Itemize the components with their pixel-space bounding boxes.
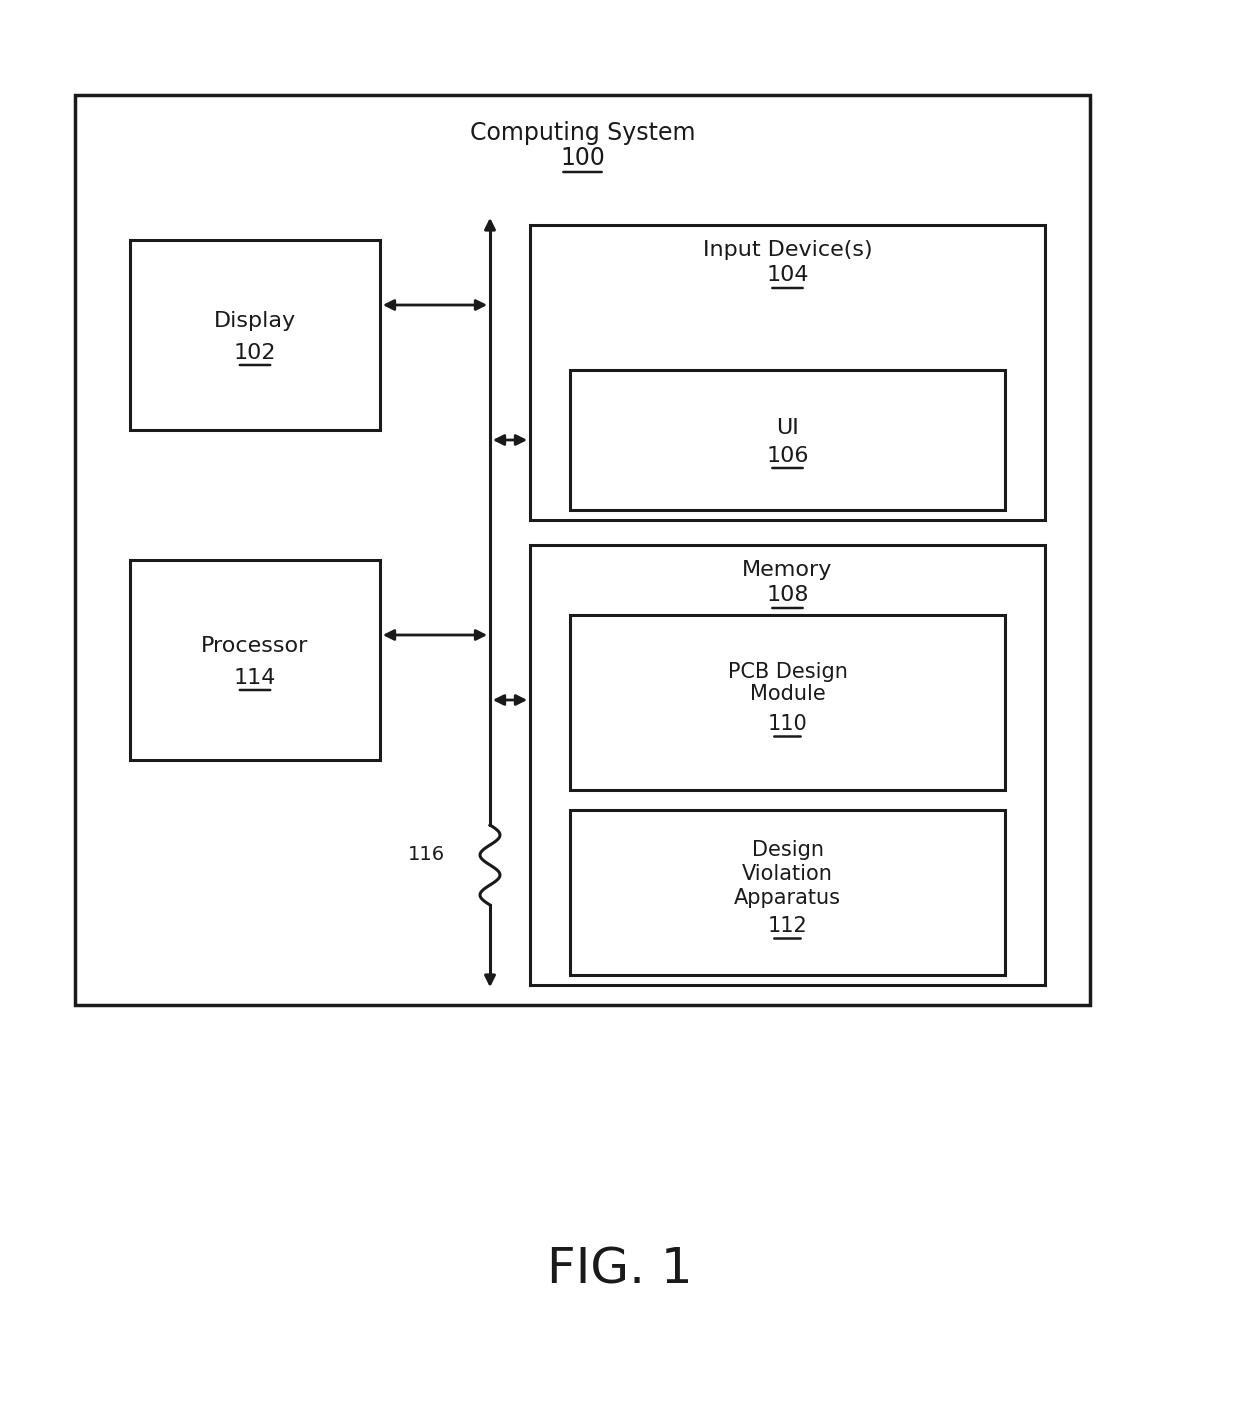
Text: 102: 102 [234, 343, 277, 362]
Bar [570, 615, 1004, 790]
Bar [130, 560, 379, 760]
Text: 104: 104 [766, 265, 808, 285]
Bar [570, 369, 1004, 510]
Bar [529, 226, 1045, 520]
Text: 108: 108 [766, 585, 808, 605]
Text: PCB Design: PCB Design [728, 663, 847, 682]
Bar [74, 94, 1090, 1005]
Text: Input Device(s): Input Device(s) [703, 240, 872, 259]
Bar [529, 546, 1045, 986]
Text: Design: Design [751, 840, 823, 860]
Text: UI: UI [776, 417, 799, 439]
Text: Display: Display [215, 312, 296, 331]
Text: Memory: Memory [743, 560, 833, 580]
Text: Computing System: Computing System [470, 121, 696, 145]
Text: 114: 114 [234, 668, 277, 688]
Text: 116: 116 [408, 846, 445, 864]
Bar [570, 809, 1004, 974]
Text: FIG. 1: FIG. 1 [547, 1246, 693, 1294]
Bar [130, 240, 379, 430]
Text: Module: Module [750, 684, 826, 705]
Text: Processor: Processor [201, 636, 309, 656]
Text: 112: 112 [768, 916, 807, 936]
Text: Apparatus: Apparatus [734, 888, 841, 908]
Text: 100: 100 [560, 147, 605, 171]
Text: 110: 110 [768, 715, 807, 735]
Text: 106: 106 [766, 446, 808, 465]
Text: Violation: Violation [742, 864, 833, 884]
